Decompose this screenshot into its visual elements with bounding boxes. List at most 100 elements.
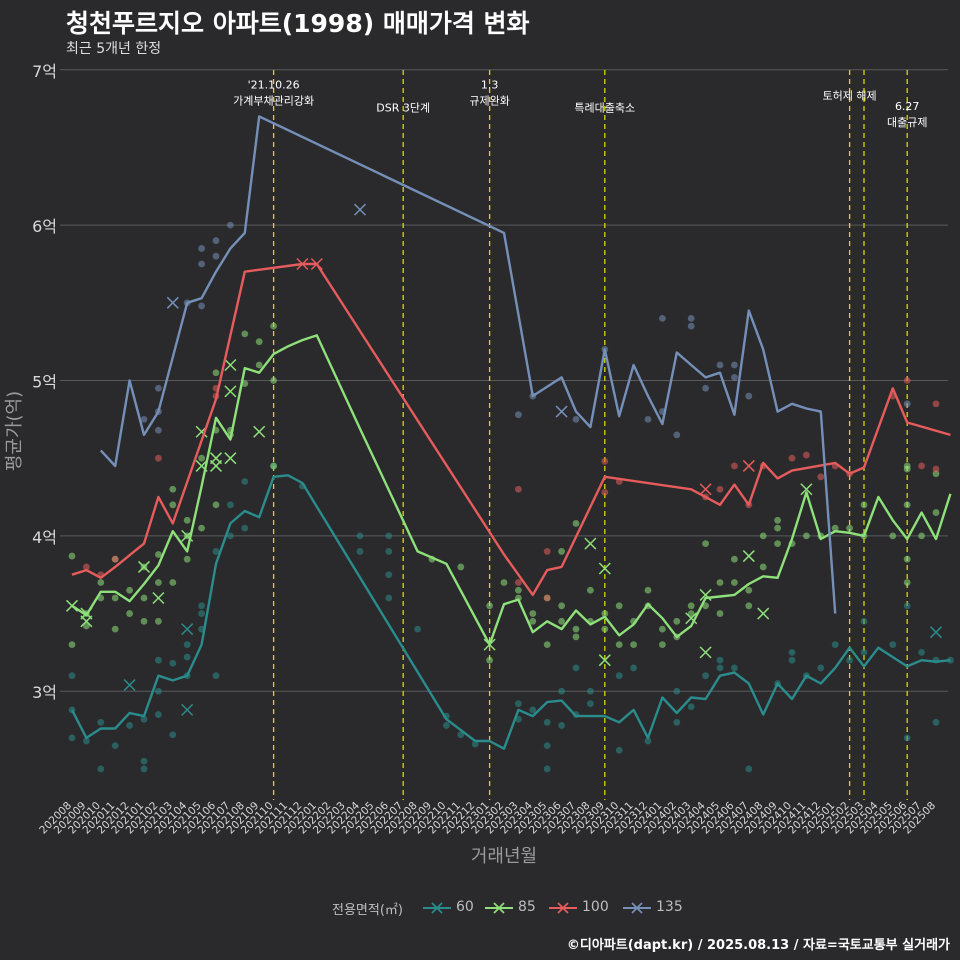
data-point bbox=[860, 649, 868, 656]
cross-stroke bbox=[742, 459, 755, 472]
data-point bbox=[644, 586, 652, 594]
source-caption: ©디아파트(dapt.kr) / 2025.08.13 / 자료=국토교통부 실… bbox=[566, 938, 950, 953]
data-point bbox=[543, 718, 551, 726]
data-point bbox=[68, 672, 76, 680]
series-100 bbox=[71, 257, 951, 602]
data-point bbox=[414, 625, 421, 633]
data-point bbox=[774, 516, 781, 524]
data-point bbox=[155, 656, 162, 664]
data-point bbox=[515, 411, 522, 419]
data-point bbox=[745, 392, 753, 400]
data-point bbox=[932, 509, 940, 516]
data-point bbox=[932, 465, 940, 473]
data-point bbox=[601, 610, 609, 617]
cross-stroke bbox=[685, 612, 698, 625]
data-point bbox=[529, 706, 537, 714]
data-point bbox=[601, 488, 609, 496]
data-point bbox=[702, 384, 709, 392]
data-point bbox=[97, 765, 105, 773]
data-point bbox=[803, 451, 810, 459]
data-point bbox=[673, 687, 681, 695]
data-point bbox=[687, 314, 695, 322]
cross-marker bbox=[598, 654, 611, 667]
data-point bbox=[140, 594, 148, 602]
data-point bbox=[788, 454, 796, 462]
cross-stroke bbox=[555, 405, 568, 418]
data-point bbox=[155, 579, 162, 586]
cross-stroke bbox=[224, 385, 237, 398]
legend: 전용면적(㎡) 60 85 100 bbox=[0, 897, 960, 919]
cross-marker bbox=[699, 483, 712, 496]
data-point bbox=[731, 579, 738, 586]
series-line-100 bbox=[71, 262, 951, 597]
cross-stroke bbox=[166, 296, 179, 309]
data-point bbox=[572, 633, 580, 641]
data-point bbox=[759, 532, 767, 540]
data-point bbox=[702, 540, 709, 548]
data-point bbox=[68, 734, 76, 742]
data-point bbox=[270, 377, 277, 384]
data-point bbox=[140, 617, 148, 625]
data-point bbox=[270, 322, 277, 330]
data-point bbox=[529, 610, 537, 617]
data-point bbox=[183, 516, 191, 524]
cross-marker bbox=[929, 626, 943, 639]
cross-stroke bbox=[742, 550, 755, 563]
data-point bbox=[659, 641, 666, 649]
data-point bbox=[687, 602, 695, 610]
data-point bbox=[241, 524, 249, 532]
data-point bbox=[587, 700, 594, 708]
data-point bbox=[572, 664, 580, 672]
data-point bbox=[932, 718, 940, 726]
event-label: 규제완화 bbox=[469, 94, 509, 107]
data-point bbox=[471, 740, 479, 748]
cross-stroke bbox=[353, 203, 367, 216]
data-point bbox=[515, 485, 522, 493]
data-point bbox=[169, 731, 177, 739]
data-point bbox=[644, 737, 652, 745]
data-point bbox=[731, 462, 738, 470]
data-point bbox=[500, 579, 508, 586]
data-point bbox=[111, 625, 119, 633]
data-point bbox=[615, 746, 623, 754]
data-point bbox=[558, 602, 565, 610]
data-point bbox=[515, 586, 522, 594]
data-point bbox=[918, 649, 925, 656]
y-axis-title: 평균가(억) bbox=[4, 391, 25, 471]
data-point bbox=[126, 722, 133, 729]
data-point bbox=[803, 532, 810, 540]
data-point bbox=[846, 524, 853, 532]
data-point bbox=[212, 548, 220, 555]
data-point bbox=[198, 524, 206, 532]
legend-key-100 bbox=[549, 902, 577, 914]
data-point bbox=[543, 594, 551, 602]
legend-key-60 bbox=[423, 902, 451, 914]
cross-stroke bbox=[152, 591, 165, 605]
data-point bbox=[918, 532, 925, 540]
data-point bbox=[932, 470, 940, 478]
series-line-85 bbox=[71, 334, 952, 646]
event-label: 6.27 bbox=[895, 100, 920, 113]
event-label: 토허제 해제 bbox=[823, 88, 877, 102]
data-point bbox=[889, 532, 897, 540]
data-point bbox=[212, 672, 220, 680]
legend-key-cross bbox=[431, 902, 443, 914]
data-point bbox=[198, 302, 206, 310]
data-point bbox=[255, 338, 263, 346]
data-point bbox=[356, 548, 364, 555]
cross-stroke bbox=[598, 654, 611, 667]
data-point bbox=[788, 656, 796, 664]
data-point bbox=[745, 765, 753, 773]
data-point bbox=[111, 555, 119, 563]
data-point bbox=[673, 617, 681, 625]
data-point bbox=[918, 462, 925, 470]
event-label: DSR 3단계 bbox=[376, 102, 430, 115]
data-point bbox=[155, 426, 162, 434]
cross-stroke bbox=[123, 678, 136, 692]
cross-marker bbox=[757, 607, 770, 620]
data-point bbox=[644, 415, 652, 423]
data-point bbox=[198, 260, 206, 268]
legend-title: 전용면적(㎡) bbox=[332, 903, 403, 918]
data-point bbox=[486, 602, 493, 610]
